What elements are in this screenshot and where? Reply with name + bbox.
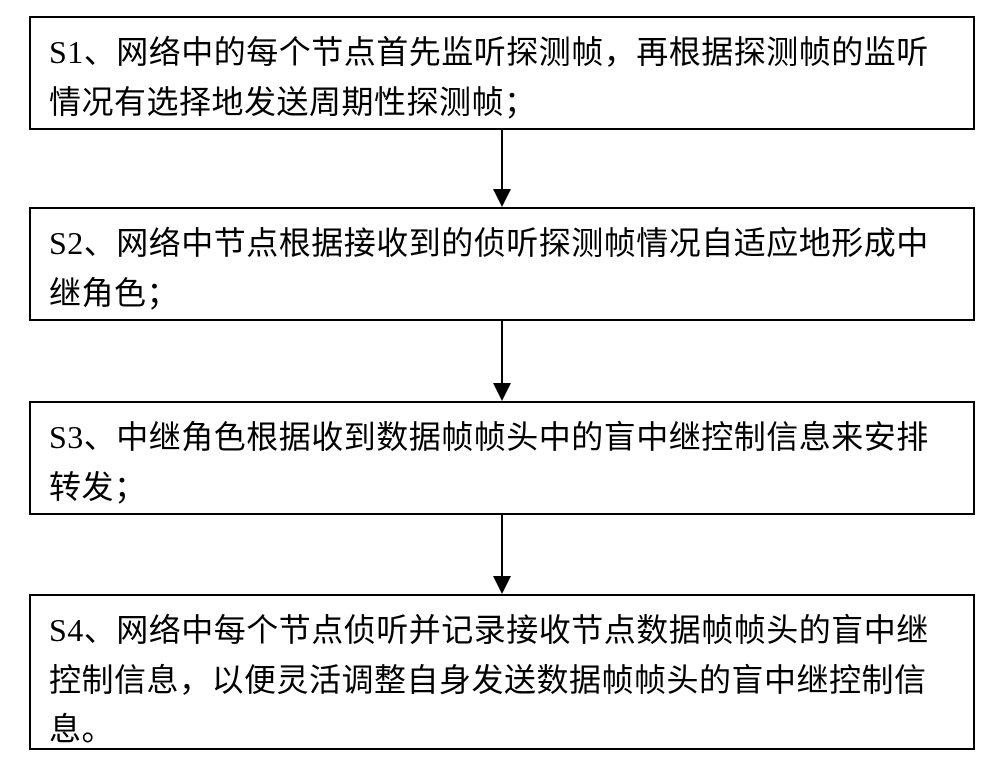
step-s3-box: S3、中继角色根据收到数据帧帧头中的盲中继控制信息来安排转发； bbox=[29, 401, 975, 515]
arrow-s1-s2-line bbox=[501, 130, 503, 189]
arrow-s3-s4-head bbox=[493, 576, 511, 594]
step-s2-text: S2、网络中节点根据接收到的侦听探测帧情况自适应地形成中继角色； bbox=[49, 219, 955, 318]
arrow-s2-s3-line bbox=[501, 321, 503, 383]
step-s3-text: S3、中继角色根据收到数据帧帧头中的盲中继控制信息来安排转发； bbox=[49, 413, 955, 512]
step-s2-box: S2、网络中节点根据接收到的侦听探测帧情况自适应地形成中继角色； bbox=[29, 207, 975, 321]
arrow-s2-s3-head bbox=[493, 383, 511, 401]
flowchart-container: S1、网络中的每个节点首先监听探测帧，再根据探测帧的监听情况有选择地发送周期性探… bbox=[0, 0, 1000, 758]
step-s4-text: S4、网络中每个节点侦听并记录接收节点数据帧帧头的盲中继控制信息，以便灵活调整自… bbox=[49, 606, 955, 755]
arrow-s1-s2-head bbox=[493, 189, 511, 207]
step-s1-text: S1、网络中的每个节点首先监听探测帧，再根据探测帧的监听情况有选择地发送周期性探… bbox=[49, 28, 955, 127]
step-s1-box: S1、网络中的每个节点首先监听探测帧，再根据探测帧的监听情况有选择地发送周期性探… bbox=[29, 16, 975, 130]
step-s4-box: S4、网络中每个节点侦听并记录接收节点数据帧帧头的盲中继控制信息，以便灵活调整自… bbox=[29, 594, 975, 750]
arrow-s3-s4-line bbox=[501, 515, 503, 576]
